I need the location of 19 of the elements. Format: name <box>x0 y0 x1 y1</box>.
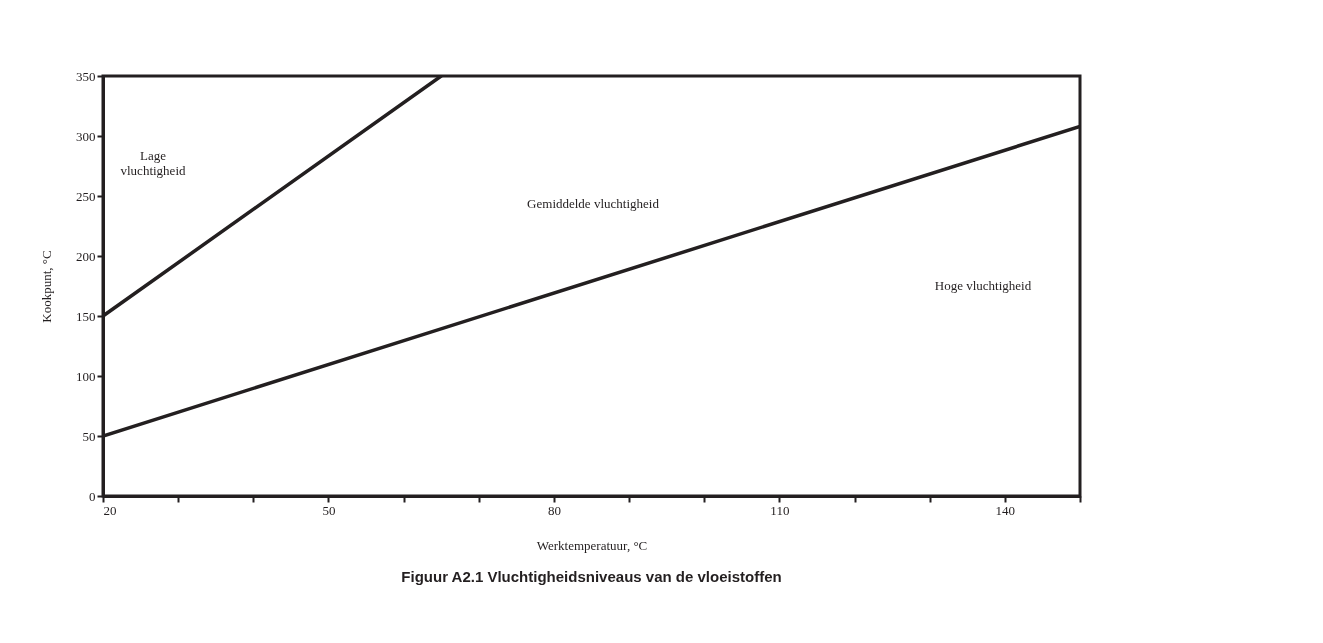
y-tick-label: 0 <box>89 488 96 504</box>
annotation: Gemiddelde vluchtigheid <box>527 196 660 211</box>
y-tick-label: 300 <box>76 128 96 144</box>
x-tick-label: 110 <box>770 502 790 518</box>
x-tick-label: 20 <box>103 502 117 518</box>
text: Figuur A2.1 Vluchtigheidsniveaus van de vloeistoffen <box>401 568 782 585</box>
y-tick-label: 150 <box>76 308 96 324</box>
y-tick-label: 50 <box>82 428 96 444</box>
x-tick-label: 140 <box>995 502 1016 518</box>
annotation: Hoge vluchtigheid <box>934 278 1032 293</box>
y-axis-title: Kookpunt, °C <box>39 250 54 323</box>
y-tick-label: 350 <box>76 68 96 84</box>
y-tick-label: 250 <box>76 188 96 204</box>
x-tick-label: 50 <box>322 502 336 518</box>
y-tick-label: 100 <box>76 368 96 384</box>
x-axis-title: Werktemperatuur, °C <box>536 537 648 553</box>
annotation: Lage vluchtigheid <box>120 148 186 178</box>
x-tick-label: 80 <box>547 502 561 518</box>
y-tick-label: 200 <box>76 248 96 264</box>
